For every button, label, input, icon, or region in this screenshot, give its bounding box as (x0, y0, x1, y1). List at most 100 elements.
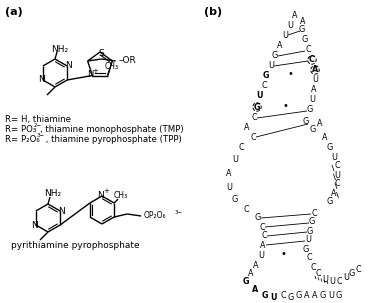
Text: –OR: –OR (119, 56, 136, 65)
Text: A: A (331, 188, 337, 198)
Text: G: G (349, 269, 355, 278)
Text: A: A (248, 269, 254, 278)
Text: A: A (304, 291, 310, 299)
Text: C: C (310, 262, 316, 271)
Text: U: U (309, 95, 315, 105)
Text: A: A (226, 168, 232, 178)
Text: A: A (244, 124, 250, 132)
Text: U: U (258, 251, 264, 259)
Text: 2−: 2− (34, 123, 42, 128)
Text: G: G (232, 195, 238, 205)
Text: C: C (251, 114, 257, 122)
Text: A: A (260, 241, 266, 249)
Text: R= P₂O₆: R= P₂O₆ (5, 135, 40, 144)
Text: G: G (307, 105, 313, 115)
Text: C: C (315, 269, 321, 278)
Text: G: G (255, 214, 261, 222)
Text: G: G (262, 291, 268, 299)
Text: G: G (327, 144, 333, 152)
Text: •: • (287, 69, 293, 79)
Text: U: U (232, 155, 238, 165)
Text: A: A (300, 18, 306, 26)
Text: (a): (a) (5, 7, 23, 17)
Text: A: A (253, 261, 259, 269)
Text: G: G (303, 118, 309, 126)
Text: N: N (58, 207, 65, 215)
Text: U: U (331, 154, 337, 162)
Text: G: G (310, 125, 316, 135)
Text: R= PO₃: R= PO₃ (5, 125, 36, 134)
Text: C: C (306, 254, 312, 262)
Text: C: C (238, 144, 244, 152)
Text: R= H, thiamine: R= H, thiamine (5, 115, 71, 124)
Text: NH₂: NH₂ (44, 189, 62, 198)
Text: N: N (38, 75, 45, 85)
Text: C: C (250, 132, 256, 142)
Text: A: A (311, 85, 317, 95)
Text: U: U (343, 274, 349, 282)
Text: G: G (263, 72, 269, 81)
Text: U: U (312, 75, 318, 85)
Text: 3−: 3− (37, 133, 45, 138)
Text: N: N (98, 191, 104, 199)
Text: pyrithiamine pyrophosphate: pyrithiamine pyrophosphate (11, 241, 139, 249)
Text: G: G (243, 278, 249, 287)
Text: (b): (b) (204, 7, 222, 17)
Text: C: C (334, 179, 340, 188)
Text: N: N (65, 62, 72, 71)
Text: C: C (311, 208, 317, 218)
Text: N: N (31, 221, 38, 229)
Text: G: G (327, 197, 333, 205)
Text: G: G (309, 218, 315, 227)
Text: OP₂O₆: OP₂O₆ (144, 211, 167, 219)
Text: U: U (322, 275, 328, 284)
Text: G: G (302, 35, 308, 45)
Text: G: G (288, 292, 294, 301)
Text: A: A (312, 65, 318, 75)
Text: A: A (252, 285, 258, 295)
Text: G: G (272, 52, 278, 61)
Text: NH₂: NH₂ (51, 45, 69, 54)
Text: +: + (103, 188, 109, 194)
Text: G: G (254, 102, 260, 112)
Text: U: U (257, 92, 263, 101)
Text: C: C (336, 277, 342, 285)
Text: U: U (226, 182, 232, 191)
Text: A: A (322, 134, 328, 142)
Text: U: U (282, 32, 288, 41)
Text: A: A (312, 291, 318, 299)
Text: U: U (305, 235, 311, 245)
Text: C: C (261, 82, 267, 91)
Text: C: C (309, 55, 315, 65)
Text: S: S (98, 49, 104, 58)
Text: G: G (320, 291, 326, 299)
Text: C: C (259, 222, 265, 231)
Text: , thiamine monophosphate (TMP): , thiamine monophosphate (TMP) (40, 125, 183, 134)
Text: A: A (317, 118, 323, 128)
Text: CH₃: CH₃ (105, 62, 119, 71)
Text: 3−: 3− (174, 209, 182, 215)
Text: C: C (280, 291, 286, 301)
Text: U: U (268, 62, 274, 71)
Text: G: G (303, 245, 309, 254)
Text: C: C (243, 205, 249, 215)
Text: •: • (280, 249, 286, 259)
Text: C: C (261, 231, 267, 241)
Text: A: A (277, 42, 283, 51)
Text: A: A (292, 12, 298, 21)
Text: C: C (355, 265, 361, 274)
Text: G: G (299, 25, 305, 35)
Text: C: C (334, 161, 340, 171)
Text: G: G (307, 227, 313, 235)
Text: C: C (305, 45, 311, 55)
Text: U: U (334, 171, 340, 179)
Text: +: + (93, 68, 98, 74)
Text: G: G (296, 291, 302, 301)
Text: N: N (87, 70, 94, 79)
Text: , thiamine pyrophosphate (TPP): , thiamine pyrophosphate (TPP) (43, 135, 182, 144)
Text: U: U (287, 22, 293, 31)
Text: •: • (282, 101, 288, 111)
Text: U: U (328, 291, 334, 299)
Text: CH₃: CH₃ (114, 191, 128, 201)
Text: G: G (336, 291, 342, 299)
